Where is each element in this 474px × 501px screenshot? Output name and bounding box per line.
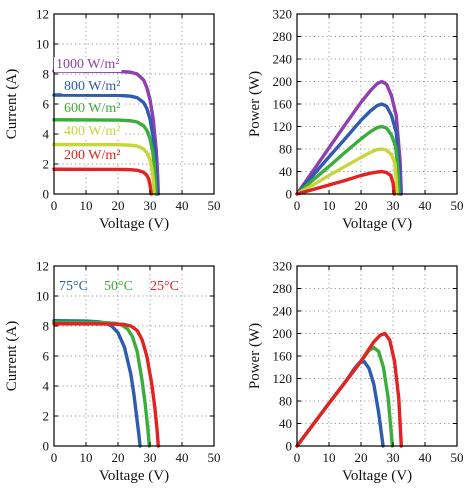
series-line-2 bbox=[295, 345, 395, 448]
x-tick-label: 20 bbox=[112, 450, 125, 465]
series-line-2 bbox=[52, 320, 152, 448]
series-annotation: 75°C bbox=[59, 279, 88, 294]
y-tick-label: 320 bbox=[273, 7, 293, 22]
series-line-2 bbox=[295, 102, 403, 196]
y-tick-label: 0 bbox=[43, 187, 50, 202]
series-annotation: 50°C bbox=[104, 279, 133, 294]
y-tick-label: 8 bbox=[43, 67, 50, 82]
series-line-4 bbox=[52, 142, 156, 196]
y-tick-label: 0 bbox=[286, 187, 293, 202]
series-annotation: 800 W/m² bbox=[64, 79, 120, 94]
x-tick-label: 50 bbox=[208, 198, 221, 213]
x-axis-title: Voltage (V) bbox=[342, 216, 412, 232]
x-tick-label: 40 bbox=[419, 198, 432, 213]
x-tick-label: 10 bbox=[323, 450, 336, 465]
series-line-4 bbox=[295, 147, 399, 196]
series-line-3 bbox=[295, 124, 401, 196]
x-tick-label: 30 bbox=[144, 198, 157, 213]
y-tick-label: 240 bbox=[273, 304, 293, 319]
y-tick-label: 10 bbox=[36, 289, 49, 304]
series-line-1 bbox=[295, 79, 404, 196]
x-tick-label: 0 bbox=[294, 450, 301, 465]
y-tick-label: 200 bbox=[273, 74, 293, 89]
series-annotation: 1000 W/m² bbox=[56, 57, 119, 72]
y-tick-label: 80 bbox=[279, 142, 292, 157]
y-tick-label: 80 bbox=[279, 394, 292, 409]
x-axis-title: Voltage (V) bbox=[99, 216, 169, 232]
x-tick-label: 20 bbox=[112, 198, 125, 213]
series-annotation: 200 W/m² bbox=[64, 148, 120, 163]
y-tick-label: 320 bbox=[273, 259, 293, 274]
y-tick-label: 0 bbox=[286, 439, 293, 454]
x-tick-label: 30 bbox=[387, 450, 400, 465]
x-tick-label: 0 bbox=[294, 198, 301, 213]
y-tick-label: 280 bbox=[273, 29, 293, 44]
series-line-1 bbox=[295, 359, 385, 448]
y-tick-label: 280 bbox=[273, 281, 293, 296]
series-annotation: 25°C bbox=[150, 279, 179, 294]
x-tick-label: 20 bbox=[355, 198, 368, 213]
y-tick-label: 6 bbox=[43, 97, 50, 112]
y-tick-label: 12 bbox=[36, 259, 49, 274]
x-tick-label: 10 bbox=[323, 198, 336, 213]
x-tick-label: 10 bbox=[80, 450, 93, 465]
series-line-5 bbox=[52, 167, 153, 196]
x-tick-label: 50 bbox=[451, 198, 464, 213]
y-tick-label: 40 bbox=[279, 416, 292, 431]
y-tick-label: 4 bbox=[43, 379, 50, 394]
y-tick-label: 12 bbox=[36, 7, 49, 22]
y-tick-label: 200 bbox=[273, 326, 293, 341]
y-tick-label: 2 bbox=[43, 409, 50, 424]
x-tick-label: 40 bbox=[176, 198, 189, 213]
chart-panel-3: 0 10 20 30 40 50 0 2 4 6 8 10 12 Voltage (V) Current (… bbox=[4, 259, 221, 485]
annotation-background bbox=[62, 79, 123, 94]
y-tick-label: 160 bbox=[273, 349, 293, 364]
series-line-1 bbox=[52, 319, 142, 448]
y-axis-title: Power (W) bbox=[247, 71, 263, 137]
chart-panel-2: 0 10 20 30 40 50 0 40 80 120 160 200 240 280 320 Voltag… bbox=[247, 7, 464, 233]
y-tick-label: 120 bbox=[273, 119, 293, 134]
y-tick-label: 4 bbox=[43, 127, 50, 142]
y-axis-title: Power (W) bbox=[247, 323, 263, 389]
y-tick-label: 0 bbox=[43, 439, 50, 454]
y-axis-title: Current (A) bbox=[4, 69, 20, 139]
series-line-3 bbox=[52, 322, 161, 448]
y-tick-label: 40 bbox=[279, 164, 292, 179]
y-tick-label: 120 bbox=[273, 371, 293, 386]
x-tick-label: 10 bbox=[80, 198, 93, 213]
y-tick-label: 240 bbox=[273, 52, 293, 67]
x-tick-label: 50 bbox=[451, 450, 464, 465]
x-axis-title: Voltage (V) bbox=[342, 468, 412, 484]
x-tick-label: 40 bbox=[419, 450, 432, 465]
grid bbox=[297, 266, 457, 446]
x-tick-label: 20 bbox=[355, 450, 368, 465]
annotation-background bbox=[62, 124, 123, 139]
x-tick-label: 30 bbox=[144, 450, 157, 465]
y-tick-label: 2 bbox=[43, 157, 50, 172]
x-axis-title: Voltage (V) bbox=[99, 468, 169, 484]
series-line-3 bbox=[295, 331, 404, 448]
series-annotation: 400 W/m² bbox=[64, 124, 120, 139]
y-tick-label: 10 bbox=[36, 37, 49, 52]
chart-panel-4: 0 10 20 30 40 50 0 40 80 120 160 200 240 280 320 Voltag… bbox=[247, 259, 464, 485]
series-line-5 bbox=[295, 169, 396, 196]
chart-panel-1: 0 10 20 30 40 50 0 2 4 6 8 10 12 Voltage (V) Current (… bbox=[4, 7, 221, 233]
y-tick-label: 6 bbox=[43, 349, 50, 364]
x-tick-label: 40 bbox=[176, 450, 189, 465]
x-tick-label: 0 bbox=[51, 450, 58, 465]
y-axis-title: Current (A) bbox=[4, 321, 20, 391]
annotation-background bbox=[62, 148, 123, 163]
x-tick-label: 0 bbox=[51, 198, 58, 213]
y-tick-label: 8 bbox=[43, 319, 50, 334]
series-line-3 bbox=[52, 118, 158, 196]
series-annotation: 600 W/m² bbox=[64, 101, 120, 116]
x-tick-label: 30 bbox=[387, 198, 400, 213]
annotation-background bbox=[54, 57, 122, 72]
y-tick-label: 160 bbox=[273, 97, 293, 112]
x-tick-label: 50 bbox=[208, 450, 221, 465]
annotation-background bbox=[62, 101, 123, 116]
